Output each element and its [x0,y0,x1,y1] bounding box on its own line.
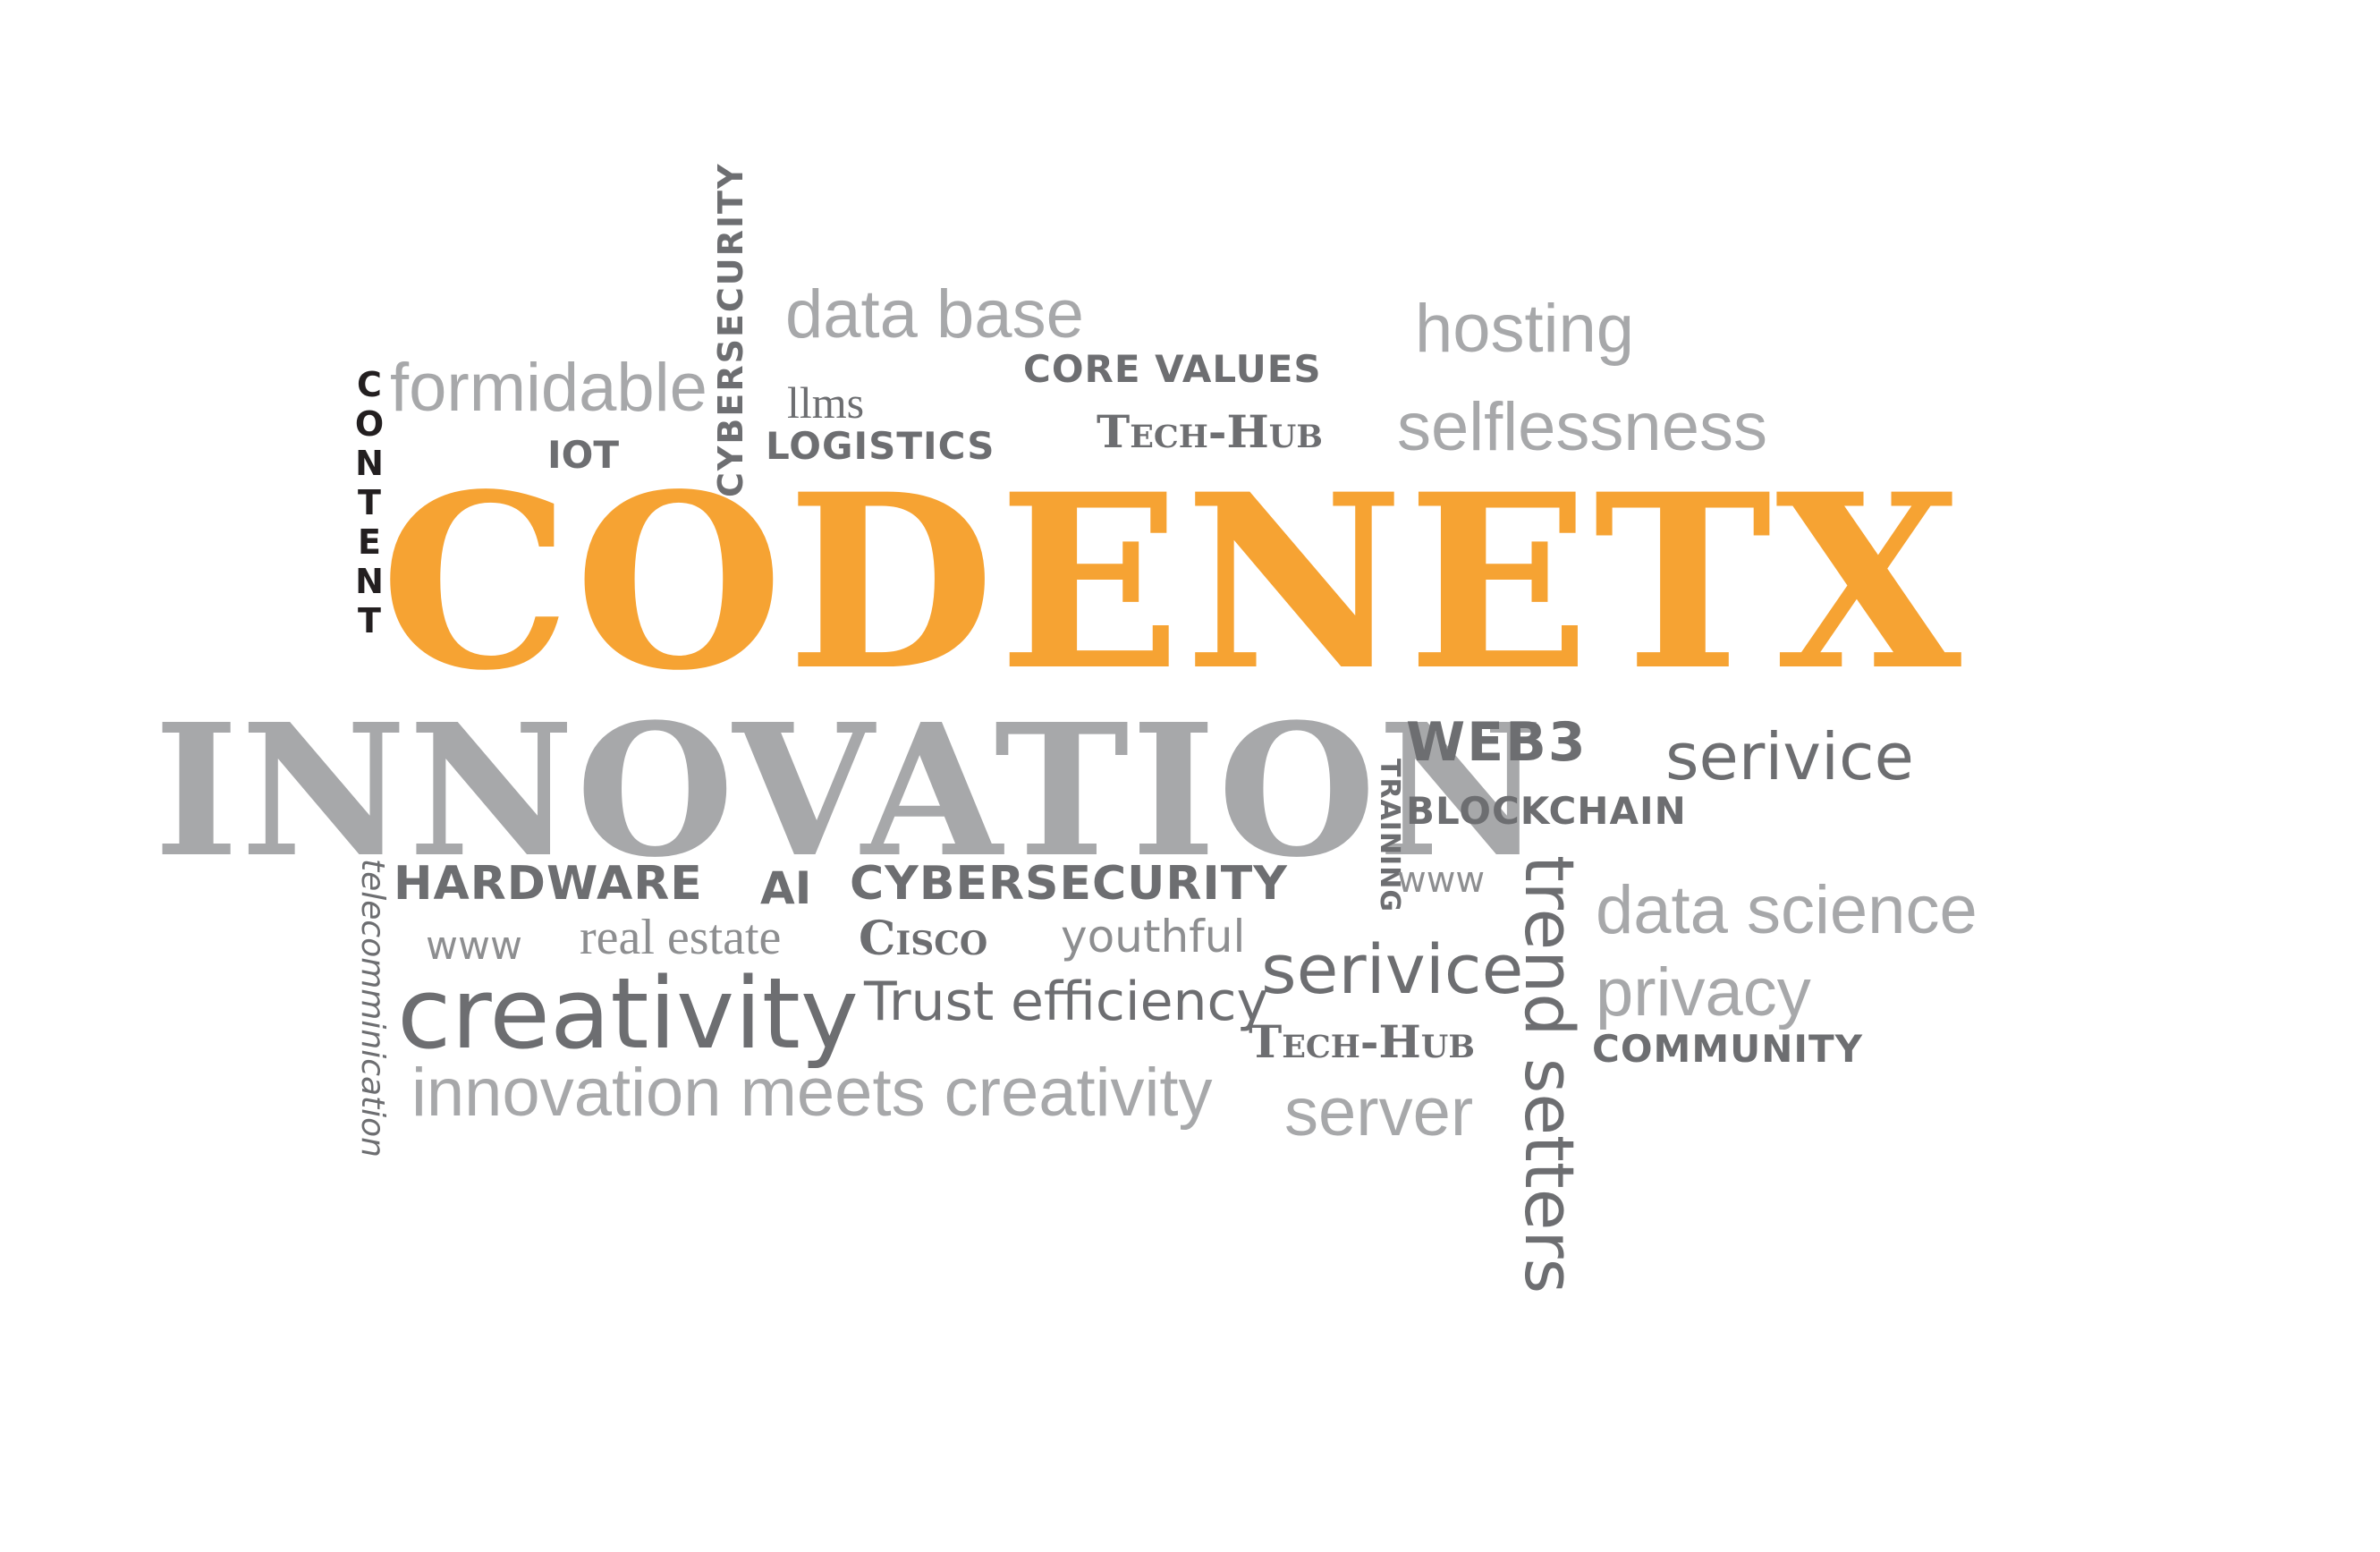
word-formidable: formidable [390,350,707,426]
word-blockchain: BLOCKCHAIN [1406,789,1687,833]
word-cybersecurity-row: CYBERSECURITY [850,857,1288,911]
letter: T [358,601,381,640]
word-core-values: CORE VALUES [1023,347,1322,391]
word-server: server [1284,1074,1474,1150]
word-data-science: data science [1596,872,1978,948]
word-web3: WEB3 [1406,711,1588,774]
word-hosting: hosting [1415,291,1635,367]
word-selflessness: selflessness [1397,389,1767,465]
word-youthful: youthful [1061,911,1246,963]
word-serivice-right: serivice [1665,719,1914,794]
letter: T [358,483,381,522]
word-innovation: INNOVATION [154,683,1546,897]
word-telecommunication: telecomminication [354,859,391,1158]
word-ai: AI [760,862,812,914]
word-trend-setters: trend setters [1510,855,1589,1294]
word-llms: llms [787,377,865,428]
word-logistics: LOGISTICS [766,424,995,468]
word-efficiency: efficiency [1011,971,1269,1033]
letter: C [357,365,382,404]
word-privacy: privacy [1596,954,1811,1030]
word-serivice-center: serivice [1261,929,1524,1009]
word-content-stacked: C O N T E N T [354,365,385,640]
word-cisco: Cisco [859,912,988,966]
word-innovation-meets-creativity: innovation meets creativity [411,1055,1213,1131]
word-real-estate: real estate [580,910,782,965]
word-www-right: www [1397,860,1486,901]
word-tech-hub-bottom: Tech-Hub [1249,1015,1475,1068]
letter: N [355,562,384,601]
word-trust: Trust [864,971,995,1033]
word-www-left: www [426,923,522,969]
letter: O [354,404,385,444]
letter: E [358,522,381,562]
word-data-base: data base [785,276,1084,352]
word-hardware: HARDWARE [394,857,703,911]
word-tech-hub-top: Tech-Hub [1097,405,1323,458]
word-cybersecurity-vertical: CYBERSECURITY [711,162,750,498]
word-codenetx: CODENETX [380,442,1966,724]
letter: N [355,444,384,483]
word-creativity: creativity [397,956,859,1071]
word-iot: IOT [547,433,619,477]
word-community: COMMUNITY [1592,1027,1864,1071]
